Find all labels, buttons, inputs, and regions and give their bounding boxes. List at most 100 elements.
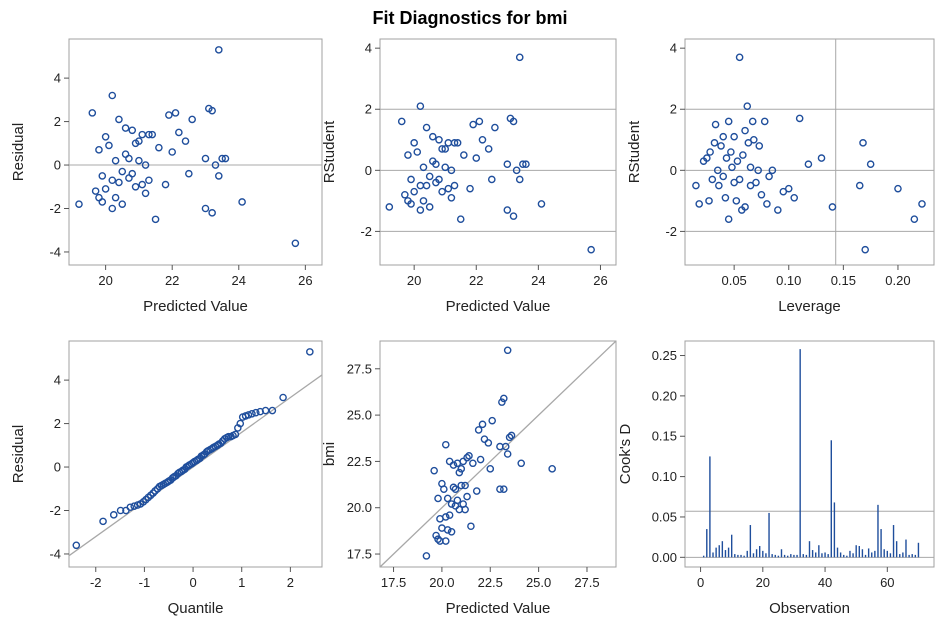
panel-1-point-46 [201,154,210,163]
panel-1-point-50 [215,172,223,180]
panel-1-point-56 [238,198,246,206]
panel-5-ytick-label-1: 20.0 [347,500,372,515]
panel-2-xtick-label-2: 24 [531,273,545,288]
panel-5-diagonal-refline [380,341,616,567]
panel-5-point-3 [434,535,442,544]
panel-2-point-55 [522,160,530,169]
panel-3-point-40 [760,117,769,126]
panel-3-frame [684,38,935,266]
panel-3-point-58 [918,200,926,208]
panel-1-point-33 [145,130,153,139]
panel-5-xtick-label-2: 22.5 [478,575,503,590]
panel-1-point-37 [155,143,163,152]
panel-2-ytick-label-0: -2 [360,224,372,239]
panel-2-point-11 [416,206,425,214]
panel-2-point-52 [503,206,512,214]
panel-5-point-54 [503,346,512,355]
panel-3-point-4 [705,197,713,205]
panel-1-point-9 [105,141,113,150]
panel-3-point-33 [746,181,755,190]
panel-4-point-13 [149,489,157,497]
panel-3-ytick-label-1: 0 [670,163,677,178]
panel-1-point-17 [118,200,127,208]
panel-1-ytick-label-1: -2 [49,201,61,216]
panel-1-point-15 [115,178,123,187]
panel-1-point-10 [108,176,117,185]
panel-6-xtick-label-3: 60 [880,575,894,590]
panel-3-point-31 [744,139,753,147]
panel-3-point-36 [752,178,760,187]
panel-3-point-13 [719,172,728,181]
panel-4-point-68 [268,406,277,415]
panel-5-ytick-label-4: 27.5 [347,361,372,376]
panel-1-point-51 [218,154,226,163]
panel-5-point-10 [441,513,450,521]
panel-1-point-7 [101,132,110,141]
panel-2-point-0 [385,203,394,211]
panel-3-point-5 [706,148,714,156]
panel-3-point-34 [748,117,757,126]
panel-3-xtick-label-2: 0.15 [831,273,856,288]
panel-1-ytick-label-3: 2 [54,114,61,129]
panel-5-point-14 [443,494,452,503]
panel-1-point-42 [175,128,183,137]
panel-2-point-40 [472,154,481,162]
panel-3-point-43 [768,166,777,175]
panel-3-point-9 [713,166,722,175]
panel-6-ytick-label-4: 0.20 [652,388,677,403]
panel-3-point-14 [721,194,730,202]
panel-5-point-51 [505,433,514,442]
panel-1-xlabel: Predicted Value [143,298,248,315]
panel-5-point-39 [474,426,483,434]
panel-2-frame [379,38,617,266]
panel-1-ylabel: Residual [10,123,27,181]
panel-2-point-48 [509,117,518,126]
panel-3-point-25 [735,53,744,62]
panel-2-point-6 [407,175,415,184]
panel-4-xtick-label-1: -1 [139,575,151,590]
panel-1-point-20 [121,124,130,132]
panel-2-point-54 [515,53,524,62]
panel-5-point-12 [441,440,450,449]
panel-4-ytick-label-2: 0 [54,460,61,475]
panel-3-point-49 [804,160,813,169]
panel-1-point-1 [88,109,97,117]
panel-5-point-4 [434,494,442,503]
panel-1-point-53 [208,209,216,217]
panel-5-point-28 [457,481,466,490]
panel-3-point-37 [754,166,762,175]
panel-2-ytick-label-1: 0 [365,163,372,178]
panel-4-xtick-label-2: 0 [189,575,196,590]
panel-2-point-41 [475,117,484,126]
panel-5-point-57 [548,465,556,473]
panel-3-point-21 [730,132,738,141]
panel-1-ytick-label-4: 4 [54,71,61,86]
panel-2-point-53 [509,212,518,220]
panel-5-point-49 [501,442,510,451]
panel-6-ytick-label-0: 0.00 [652,550,677,565]
panel-1-point-36 [151,215,160,224]
panel-1-point-18 [118,167,127,176]
panel-2-point-43 [484,145,493,153]
panel-3-point-35 [750,135,758,144]
panel-3-point-50 [817,154,826,162]
panel-5-point-20 [449,461,458,469]
panel-3-point-29 [741,203,749,211]
panel-3-point-12 [719,132,728,141]
panel-2-point-37 [460,151,468,159]
panel-1-point-54 [215,46,223,54]
panel-3-point-24 [735,175,744,184]
panel-3-point-3 [703,154,711,162]
panel-3-point-30 [743,102,752,110]
panel-3-ytick-label-0: -2 [665,224,677,239]
panel-4-xtick-label-0: -2 [90,575,102,590]
panel-1-point-23 [128,126,137,135]
panel-3-point-23 [733,157,742,165]
panel-2-point-32 [447,194,456,202]
panel-3-point-46 [784,184,793,193]
panel-5-point-53 [500,485,508,493]
panel-5: 17.5 20.0 22.5 25.0 27.5 17.5 20.0 22.5 25.0 27.5… [321,340,617,617]
panel-5-point-47 [498,398,506,406]
panel-4-point-60 [236,419,245,428]
panel-5-ytick-label-0: 17.5 [347,547,372,562]
